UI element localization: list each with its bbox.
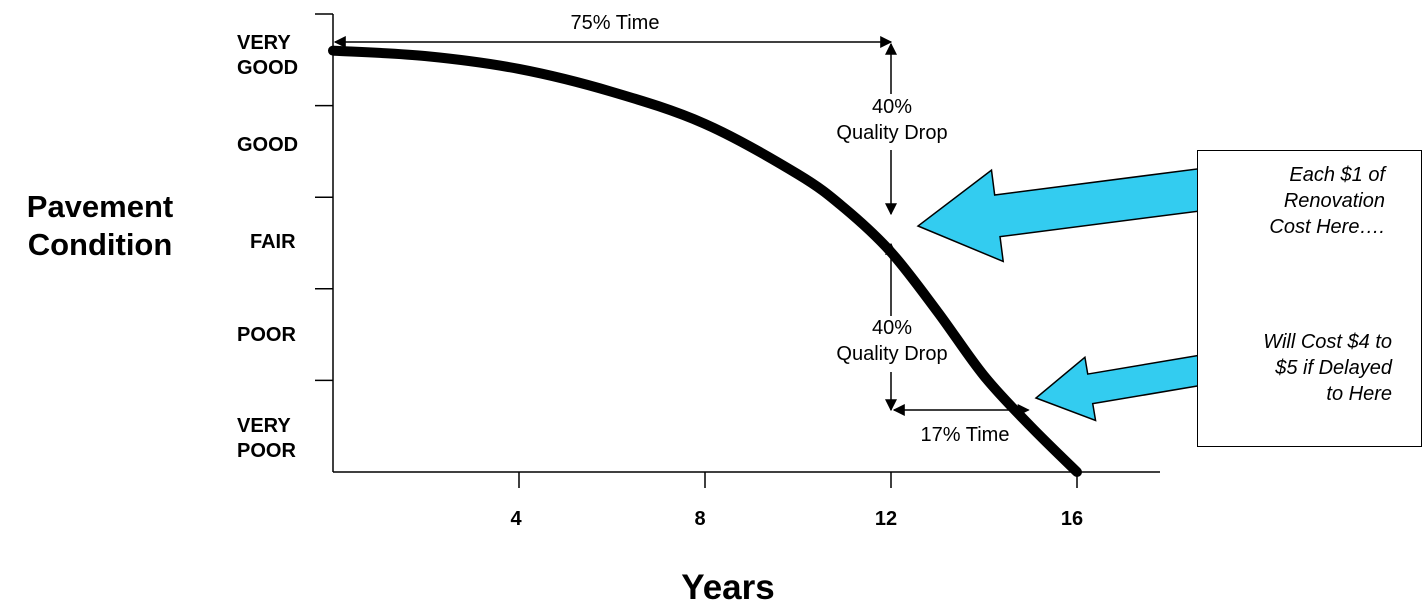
y-category-line: GOOD <box>237 134 299 156</box>
y-category-line: FAIR <box>250 231 296 253</box>
callout-line: to Here <box>1326 383 1392 405</box>
callout-arrow-second <box>1034 352 1218 422</box>
y-category-line: VERY <box>237 415 291 437</box>
annotation-17-time: 17% Time <box>920 424 1010 446</box>
callout-text-second: Will Cost $4 to $5 if Delayed to Here <box>1200 329 1392 407</box>
y-category-line: GOOD <box>237 57 299 79</box>
annotation-quality-drop-upper: 40% Quality Drop <box>812 94 972 146</box>
series-layer <box>328 45 1082 477</box>
series-line-pavement-condition <box>328 45 1082 477</box>
callout-line: Each $1 of <box>1289 164 1385 186</box>
x-axis-title: Years <box>681 568 775 607</box>
y-category-good: GOOD <box>237 133 298 158</box>
y-category-fair: FAIR <box>250 230 296 255</box>
callout-arrows <box>916 166 1218 422</box>
annotation-line: Quality Drop <box>836 122 948 144</box>
callout-box <box>1197 150 1422 447</box>
y-category-very-good: VERY GOOD <box>237 31 298 81</box>
y-axis-title: Pavement Condition <box>0 188 200 264</box>
callout-line: $5 if Delayed <box>1275 357 1392 379</box>
y-category-line: VERY <box>237 32 291 54</box>
x-tick-label-4: 4 <box>510 508 522 530</box>
callout-arrow-first <box>916 166 1218 263</box>
x-tick-label-16: 16 <box>1060 508 1084 530</box>
annotation-line: Quality Drop <box>836 343 948 365</box>
x-tick-label-12: 12 <box>874 508 898 530</box>
callout-text-first: Each $1 of Renovation Cost Here…. <box>1205 162 1385 240</box>
x-tick-label-8: 8 <box>694 508 706 530</box>
y-category-line: POOR <box>237 324 296 346</box>
annotation-line: 40% <box>871 96 913 118</box>
annotation-quality-drop-lower: 40% Quality Drop <box>812 315 972 367</box>
annotation-arrows <box>333 36 1030 416</box>
axes <box>315 13 1160 488</box>
callout-line: Will Cost $4 to <box>1263 331 1392 353</box>
y-axis-title-text: Pavement Condition <box>26 189 174 262</box>
y-category-line: POOR <box>237 440 296 462</box>
callout-line: Renovation <box>1283 190 1385 212</box>
y-category-poor: POOR <box>237 323 296 348</box>
callout-line: Cost Here…. <box>1269 216 1385 238</box>
annotation-75-time: 75% Time <box>570 12 660 34</box>
y-category-very-poor: VERY POOR <box>237 414 296 464</box>
annotation-line: 40% <box>871 317 913 339</box>
